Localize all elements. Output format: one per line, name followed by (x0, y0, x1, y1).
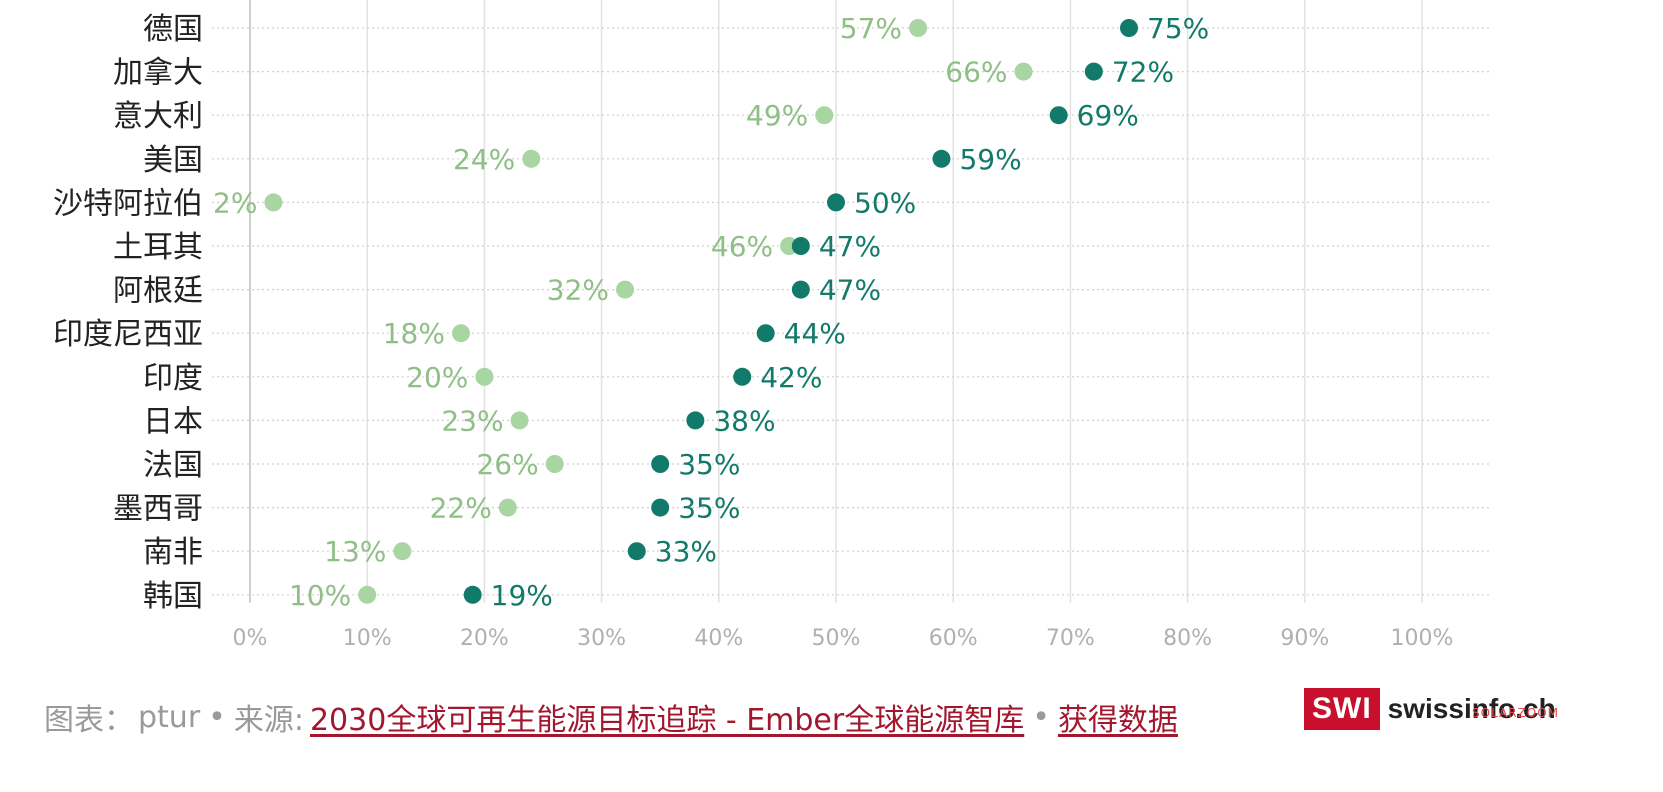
source-label: 来源: (233, 703, 304, 738)
point-low (909, 19, 928, 37)
category-label: 土耳其 (113, 230, 203, 265)
data-label-high: 35% (678, 492, 740, 525)
point-low (264, 193, 283, 212)
point-high (932, 149, 951, 168)
category-label: 韩国 (143, 579, 203, 614)
x-tick-label: 70% (1046, 626, 1095, 651)
x-tick-label: 0% (233, 626, 268, 651)
point-low (545, 455, 564, 473)
data-label-low: 57% (840, 12, 902, 45)
data-points: 57% 75% 66% 72% 49% 69% 24% 59% 2% 50% 46% 47% 32% 47… (213, 12, 1209, 612)
chart-author: ptur (138, 699, 201, 735)
point-high (756, 324, 775, 343)
point-high (627, 542, 646, 561)
point-high (651, 498, 670, 517)
x-tick-label: 90% (1280, 626, 1329, 651)
data-label-high: 72% (1112, 56, 1174, 89)
data-label-high: 33% (655, 535, 717, 568)
data-label-low: 10% (289, 579, 351, 612)
data-label-low: 13% (324, 535, 386, 568)
category-label: 日本 (143, 404, 203, 439)
x-tick-label: 60% (929, 626, 978, 651)
x-tick-label: 20% (460, 626, 509, 651)
get-data-link[interactable]: 获得数据 (1057, 703, 1178, 738)
category-label: 南非 (143, 535, 203, 570)
point-high (1049, 106, 1068, 125)
point-low (498, 498, 517, 517)
category-label: 意大利 (113, 99, 203, 134)
x-tick-label: 10% (343, 626, 392, 651)
watermark: SOLARZOOM (1472, 706, 1560, 720)
chart-footer: 图表： ptur • 来源: 2030全球可再生能源目标追踪 - Ember全球… (44, 695, 1178, 739)
point-low (815, 106, 834, 125)
data-label-high: 38% (713, 404, 775, 437)
swissinfo-wordmark: swissinfo.ch (1387, 693, 1556, 724)
data-label-low: 23% (441, 404, 503, 437)
x-tick-label: 80% (1163, 626, 1212, 651)
x-tick-label: 40% (694, 626, 743, 651)
x-axis-ticks: 0% 10% 20% 30% 40% 50% 60% 70% 80% 90% 100% (233, 626, 1454, 651)
point-low (1014, 62, 1033, 81)
data-label-high: 35% (678, 448, 740, 481)
data-label-low: 66% (945, 56, 1007, 89)
separator-2: • (1032, 699, 1050, 735)
swi-logo-box: SWI (1304, 688, 1380, 730)
category-label: 墨西哥 (113, 492, 203, 527)
data-label-low: 24% (453, 143, 515, 176)
point-low (510, 411, 529, 430)
point-high (686, 411, 705, 430)
x-tick-label: 50% (812, 626, 861, 651)
data-label-low: 20% (406, 361, 468, 394)
swissinfo-logo[interactable]: SWI swissinfo.ch (1304, 688, 1556, 730)
category-label: 加拿大 (113, 56, 203, 91)
point-high (827, 193, 845, 212)
point-low (522, 149, 541, 168)
data-label-high: 47% (819, 274, 881, 307)
data-label-high: 42% (760, 361, 822, 394)
separator: • (208, 699, 226, 735)
point-low (393, 542, 412, 561)
gridlines (212, 0, 1490, 603)
data-label-high: 69% (1077, 99, 1139, 132)
data-label-high: 47% (819, 230, 881, 263)
point-high (1084, 62, 1103, 81)
point-high (791, 237, 810, 255)
data-label-high: 44% (784, 317, 846, 350)
data-label-high: 19% (491, 579, 553, 612)
category-label: 德国 (143, 12, 203, 47)
data-label-low: 26% (476, 448, 538, 481)
category-label: 阿根廷 (113, 274, 203, 309)
category-label: 印度尼西亚 (53, 317, 203, 352)
point-high (733, 367, 752, 386)
point-low (451, 324, 470, 343)
data-label-high: 50% (854, 186, 916, 219)
data-label-low: 2% (213, 186, 257, 219)
point-high (651, 455, 670, 473)
data-label-high: 75% (1147, 12, 1209, 45)
point-high (463, 585, 482, 604)
category-label: 美国 (143, 143, 203, 178)
category-label: 印度 (143, 361, 203, 396)
category-label: 法国 (143, 448, 203, 483)
point-low (616, 280, 635, 299)
data-label-low: 49% (746, 99, 808, 132)
x-tick-label: 30% (577, 626, 626, 651)
data-label-low: 18% (383, 317, 445, 350)
x-tick-label: 100% (1391, 626, 1454, 651)
point-high (1120, 19, 1138, 37)
category-label: 沙特阿拉伯 (53, 186, 203, 221)
data-label-low: 32% (547, 274, 609, 307)
source-link[interactable]: 2030全球可再生能源目标追踪 - Ember全球能源智库 (309, 703, 1025, 738)
data-label-low: 22% (430, 492, 492, 525)
point-low (358, 585, 377, 604)
point-high (791, 280, 810, 299)
dot-plot-chart: 0% 10% 20% 30% 40% 50% 60% 70% 80% 90% 100% 德国加拿大意… (53, 0, 1490, 651)
point-low (475, 367, 494, 386)
data-label-low: 46% (711, 230, 773, 263)
data-label-high: 59% (959, 143, 1021, 176)
chart-credit-label: 图表： (44, 703, 134, 738)
